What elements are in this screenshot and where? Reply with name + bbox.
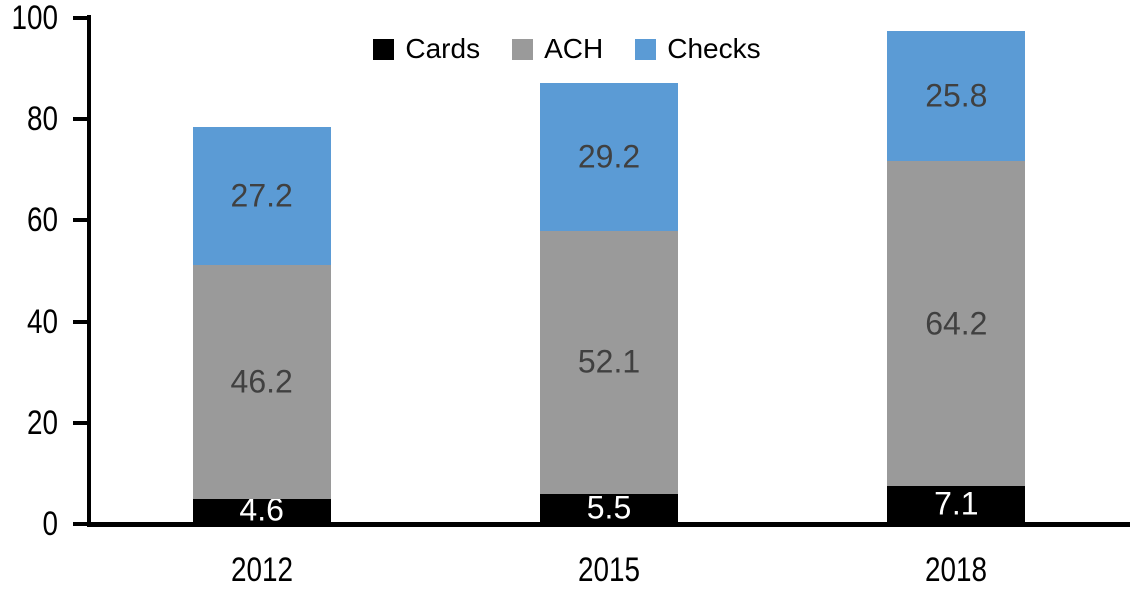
legend-label: Cards bbox=[405, 33, 481, 64]
legend-swatch-cards-icon bbox=[373, 38, 395, 60]
legend-label: Checks bbox=[667, 33, 761, 64]
y-axis-tick bbox=[73, 117, 89, 122]
y-axis-tick-label: 40 bbox=[26, 302, 58, 341]
x-axis-line bbox=[87, 522, 1130, 527]
legend-swatch-ach-icon bbox=[512, 38, 534, 60]
x-axis-label-2018: 2018 bbox=[925, 551, 988, 589]
legend-swatch-checks-icon bbox=[635, 38, 657, 60]
legend-item-ach: ACH bbox=[512, 34, 603, 64]
y-axis-tick-label: 20 bbox=[26, 403, 58, 442]
bar-segment-ach-2015: 52.1 bbox=[540, 230, 678, 495]
legend-item-cards: Cards bbox=[373, 34, 480, 64]
y-axis-tick bbox=[73, 319, 89, 324]
bar-value-label: 25.8 bbox=[925, 77, 988, 114]
chart-legend: Cards ACH Checks bbox=[0, 34, 1134, 64]
y-axis-tick bbox=[73, 16, 89, 20]
bar-segment-ach-2012: 46.2 bbox=[192, 264, 331, 499]
bar-value-label: 52.1 bbox=[577, 343, 641, 380]
bar-value-label: 46.2 bbox=[230, 363, 293, 400]
y-axis-tick-label: 100 bbox=[11, 0, 59, 37]
bar-value-label: 5.5 bbox=[586, 489, 632, 526]
y-axis-line bbox=[87, 15, 91, 527]
y-axis-tick bbox=[73, 420, 89, 425]
x-axis-label-2012: 2012 bbox=[230, 551, 293, 589]
y-axis-tick bbox=[73, 522, 89, 526]
bar-segment-cards-2018: 7.1 bbox=[887, 485, 1026, 522]
legend-label: ACH bbox=[544, 33, 604, 64]
bar-value-label: 27.2 bbox=[230, 177, 293, 214]
bar-value-label: 7.1 bbox=[934, 485, 979, 522]
bar-value-label: 64.2 bbox=[925, 305, 988, 342]
y-axis-tick-label: 60 bbox=[26, 201, 58, 240]
bar-segment-cards-2012: 4.6 bbox=[192, 492, 331, 528]
x-axis-label-2015: 2015 bbox=[577, 551, 641, 589]
y-axis-tick-label: 0 bbox=[42, 505, 58, 543]
bar-segment-checks-2018: 25.8 bbox=[887, 30, 1026, 162]
bar-segment-checks-2015: 29.2 bbox=[540, 82, 678, 231]
bar-segment-ach-2018: 64.2 bbox=[887, 161, 1026, 487]
bar-value-label: 29.2 bbox=[577, 138, 641, 175]
y-axis-tick bbox=[73, 218, 89, 223]
bar-segment-cards-2015: 5.5 bbox=[540, 490, 678, 526]
bar-segment-checks-2012: 27.2 bbox=[192, 127, 331, 265]
y-axis-tick-label: 80 bbox=[26, 100, 58, 139]
legend-item-checks: Checks bbox=[635, 33, 761, 64]
